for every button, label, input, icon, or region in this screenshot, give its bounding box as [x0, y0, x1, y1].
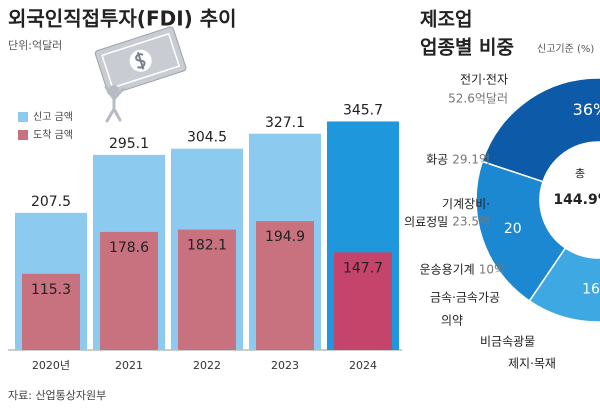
pie-slice	[475, 160, 567, 302]
legend-label: 신고 금액	[33, 111, 73, 123]
legend-label: 도착 금액	[33, 129, 73, 141]
category-label: 의약	[441, 313, 463, 328]
value-label: 194.9	[265, 229, 305, 245]
value-label: 295.1	[109, 136, 149, 152]
center-label: 총	[575, 167, 585, 180]
slice-label: 16	[582, 282, 600, 298]
category-label: 화공	[426, 153, 448, 167]
x-tick-label: 2023	[271, 359, 299, 372]
bar	[334, 252, 392, 350]
chart-title: 제조업	[420, 9, 472, 31]
x-tick-label: 2022	[193, 359, 221, 372]
value-label: 147.7	[343, 260, 383, 276]
amount-label: 23.5억	[452, 215, 490, 229]
x-tick-label: 2024	[349, 359, 377, 372]
slice-label: 20	[504, 221, 522, 237]
bar	[22, 273, 80, 350]
category-label: 금속·금속가공	[430, 291, 500, 305]
value-label: 207.5	[31, 194, 71, 210]
subtitle: 신고기준 (%)	[537, 43, 594, 55]
chart-title: 업종별 비중	[420, 37, 514, 59]
value-label: 115.3	[31, 282, 71, 298]
legend-swatch	[18, 130, 28, 140]
value-label: 345.7	[343, 102, 383, 118]
bar	[256, 221, 314, 350]
chart-title: 외국인직접투자(FDI) 추이	[8, 7, 237, 31]
bar	[100, 231, 158, 350]
category-label: 기계장비· 의료정밀	[404, 197, 490, 229]
category-label: 제지·목재	[508, 357, 556, 371]
x-tick-label: 2021	[115, 359, 143, 372]
value-label: 327.1	[265, 115, 305, 131]
category-label: 운송용기계	[419, 263, 474, 277]
subtitle: 단위:억달러	[8, 39, 62, 52]
amount-label: 52.6억달러	[448, 92, 508, 106]
amount-label: 10억	[479, 263, 505, 277]
legend-swatch	[18, 112, 28, 122]
amount-label: 29.1억	[452, 153, 490, 167]
pie-slice	[481, 77, 600, 183]
center-label: 144.9억	[553, 192, 600, 208]
value-label: 304.5	[187, 130, 227, 146]
illustration	[94, 26, 187, 123]
x-tick-label: 2020년	[32, 359, 70, 372]
pie-slice	[528, 246, 600, 323]
slice-label: 36%	[573, 100, 600, 119]
category-label: 비금속광물	[480, 335, 535, 349]
value-label: 182.1	[187, 238, 227, 254]
category-label: 전기·전자	[460, 73, 508, 87]
bar	[178, 229, 236, 350]
source: 자료: 산업통상자원부	[8, 389, 106, 402]
value-label: 178.6	[109, 240, 149, 256]
